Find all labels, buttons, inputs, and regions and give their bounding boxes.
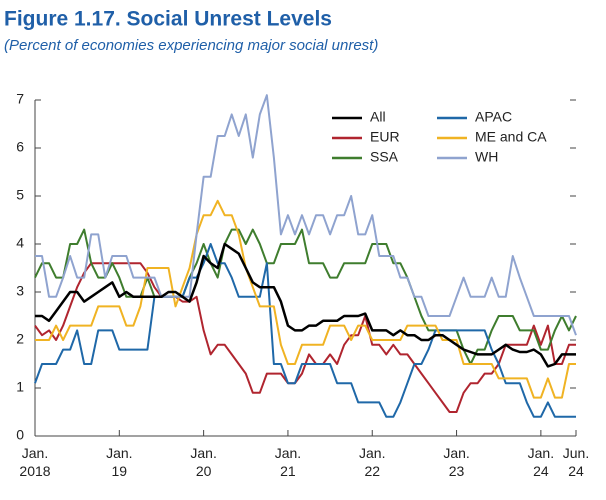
- chart-subtitle: (Percent of economies experiencing major…: [4, 37, 378, 54]
- x-tick-label: Jan. 2018: [19, 445, 51, 479]
- y-tick-label: 0: [16, 427, 24, 443]
- y-tick-label: 3: [16, 283, 24, 299]
- y-tick-label: 1: [16, 379, 24, 395]
- y-tick-label: 4: [16, 235, 24, 251]
- series-line: [35, 242, 576, 368]
- series-line: [35, 94, 577, 336]
- legend-label: APAC: [475, 109, 512, 125]
- x-tick-label: Jan. 24: [527, 445, 555, 479]
- legend-label: All: [370, 109, 386, 125]
- legend-label: SSA: [370, 149, 399, 165]
- x-tick-label: Jan. 23: [443, 445, 470, 479]
- chart-title: Figure 1.17. Social Unrest Levels: [4, 8, 332, 31]
- x-tick-label: Jun. 24: [562, 445, 590, 479]
- y-tick-label: 6: [16, 139, 24, 155]
- x-tick-label: Jan. 21: [274, 445, 302, 479]
- series-line: [35, 199, 576, 399]
- y-tick-label: 2: [16, 331, 24, 347]
- x-tick-label: Jan. 20: [190, 445, 217, 479]
- legend-label: ME and CA: [475, 129, 547, 145]
- series-line: [34, 243, 576, 418]
- x-tick-label: Jan. 19: [106, 445, 133, 479]
- y-tick-label: 7: [16, 91, 24, 107]
- legend-label: WH: [475, 149, 498, 165]
- y-tick-label: 5: [16, 187, 24, 203]
- x-tick-label: Jan. 22: [359, 445, 386, 479]
- legend-label: EUR: [370, 129, 400, 145]
